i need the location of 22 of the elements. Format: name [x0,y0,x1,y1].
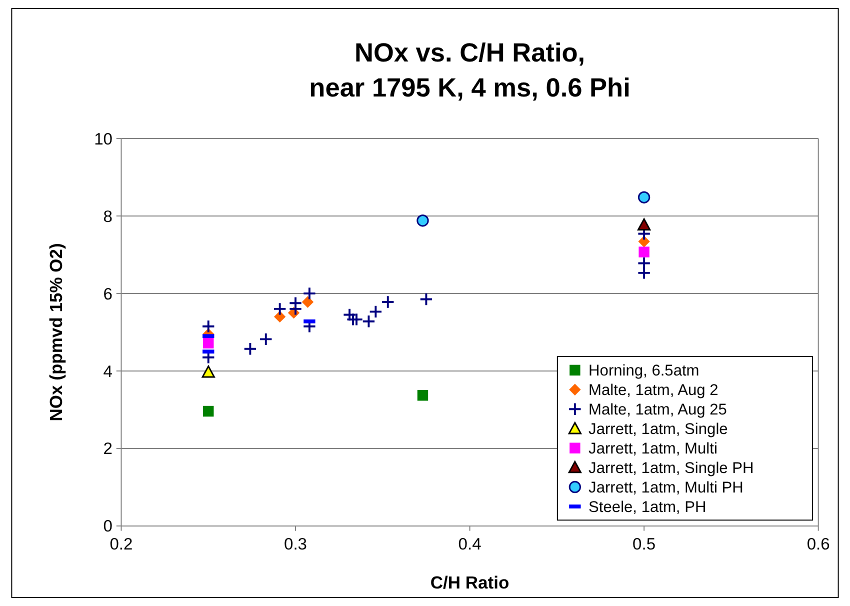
legend-label: Horning, 6.5atm [588,362,700,380]
x-tick-label: 0.6 [806,534,830,554]
x-tick-label: 0.4 [458,534,482,554]
legend-label: Jarrett, 1atm, Multi [588,440,718,458]
y-axis-title: NOx (ppmvd 15% O2) [46,243,66,422]
x-tick-label: 0.2 [110,534,133,554]
y-tick-label: 10 [94,129,112,148]
legend-label: Malte, 1atm, Aug 25 [588,402,727,419]
legend-label: Jarrett, 1atm, Single PH [588,460,754,477]
y-tick-label: 4 [103,362,112,381]
y-tick-label: 8 [103,206,112,226]
chart-title: NOx vs. C/H Ratio, near 1795 K, 4 ms, 0.6 Phi [309,38,630,103]
y-tick-label: 0 [103,516,112,536]
x-tick-label: 0.3 [284,534,308,554]
y-tick-label: 6 [103,284,112,304]
legend-label: Steele, 1atm, PH [588,498,706,516]
y-tick-label: 2 [103,439,112,458]
x-tick-label: 0.5 [632,534,656,554]
legend-label: Jarrett, 1atm, Single [588,421,728,438]
legend-label: Malte, 1atm, Aug 2 [588,382,718,400]
legend-label: Jarrett, 1atm, Multi PH [588,479,744,496]
x-axis-title: C/H Ratio [430,572,510,592]
